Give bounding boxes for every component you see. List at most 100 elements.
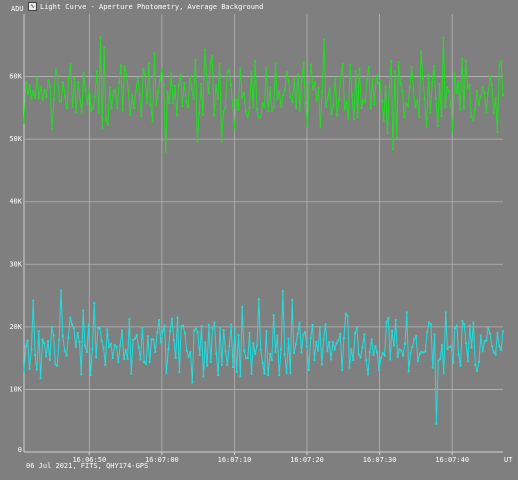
series-0-point <box>446 86 449 89</box>
series-1-point <box>115 345 118 348</box>
series-1-point <box>296 332 299 335</box>
series-1-point <box>272 314 275 316</box>
series-0-point <box>352 118 355 121</box>
series-0-point <box>442 36 445 39</box>
series-1-point <box>487 327 490 330</box>
series-0-point <box>365 78 368 81</box>
series-0-point <box>73 76 76 79</box>
series-0-point <box>207 92 210 95</box>
series-0-point <box>90 109 93 112</box>
series-0-point <box>282 94 285 97</box>
series-1-point <box>444 311 447 314</box>
series-1-point <box>233 327 236 330</box>
series-0-point <box>67 76 70 79</box>
series-0-point <box>356 116 359 119</box>
series-0-point <box>177 84 180 87</box>
x-tick-label: 16:07:20 <box>290 456 324 464</box>
series-1-point <box>117 360 120 363</box>
y-tick-label: 60K <box>9 73 22 81</box>
series-1-point <box>270 359 273 361</box>
series-0-point <box>406 105 409 107</box>
series-0-point <box>470 115 473 118</box>
footer-info: 06 Jul 2021, FITS, QHY174-GPS <box>26 462 149 470</box>
series-0-point <box>257 116 260 119</box>
series-0-point <box>181 105 184 107</box>
series-0-point <box>420 50 422 53</box>
series-1-point <box>429 323 432 326</box>
series-0-point <box>88 86 91 89</box>
series-0-point <box>58 100 61 103</box>
series-1-point <box>326 350 329 353</box>
series-1-point <box>82 309 85 312</box>
series-0-point <box>323 38 326 41</box>
series-0-point <box>379 79 381 82</box>
series-0-point <box>265 67 268 70</box>
series-0-point <box>179 73 182 76</box>
series-1-point <box>333 348 336 351</box>
series-0-point <box>175 114 178 117</box>
series-1-point <box>100 339 103 342</box>
series-1-point <box>23 370 25 373</box>
series-1-point <box>455 324 458 327</box>
series-0-point <box>418 116 421 119</box>
series-1-point <box>228 345 231 348</box>
series-0-point <box>338 98 340 101</box>
series-1-point <box>354 332 356 335</box>
series-0-point <box>397 61 400 64</box>
series-0-point <box>401 90 404 92</box>
series-1-point <box>98 327 101 330</box>
series-1-point <box>84 344 86 347</box>
series-1-point <box>342 337 345 340</box>
series-1-point <box>481 350 484 353</box>
series-1-point <box>304 330 307 333</box>
series-1-point <box>74 345 77 348</box>
series-0-point <box>49 85 52 88</box>
series-1-point <box>254 352 257 355</box>
series-1-point <box>298 321 301 324</box>
series-1-point <box>122 357 125 360</box>
series-0-point <box>369 107 372 110</box>
series-1-point <box>58 339 61 341</box>
series-0-point <box>99 36 102 39</box>
series-0-point <box>170 72 173 75</box>
series-1-point <box>48 359 51 361</box>
series-0-point <box>494 96 497 99</box>
light-curve-app-icon[interactable]: ∿ <box>28 2 37 11</box>
series-0-point <box>164 150 167 153</box>
series-0-point <box>427 73 430 76</box>
series-1-point <box>265 330 268 333</box>
series-1-point <box>470 346 473 349</box>
series-1-point <box>121 329 123 332</box>
series-1-point <box>137 346 140 349</box>
series-1-point <box>145 362 148 365</box>
series-1-point <box>474 364 477 366</box>
series-0-point <box>498 64 501 67</box>
series-0-point <box>26 93 29 96</box>
series-0-point <box>278 91 281 94</box>
series-1-point <box>211 327 214 330</box>
series-1-point <box>411 345 414 348</box>
series-1-point <box>252 342 255 345</box>
series-1-point <box>496 332 499 335</box>
series-0-point <box>190 87 193 90</box>
series-0-point <box>192 97 195 100</box>
series-1-point <box>442 372 445 375</box>
series-1-point <box>232 365 234 368</box>
series-0-point <box>485 111 488 114</box>
series-1-point <box>104 364 107 366</box>
series-0-point <box>283 88 286 91</box>
series-1-point <box>69 316 72 319</box>
series-1-point <box>376 351 379 354</box>
series-0-point <box>116 107 119 110</box>
series-0-point <box>377 82 380 85</box>
series-0-point <box>311 88 314 91</box>
series-0-point <box>287 80 290 82</box>
series-1-point <box>224 350 227 353</box>
series-1-point <box>156 331 159 334</box>
series-1-point <box>378 369 381 371</box>
series-1-point <box>159 341 162 344</box>
series-0-point <box>110 106 113 109</box>
series-0-point <box>375 74 378 77</box>
series-0-point <box>362 98 365 101</box>
series-1-point <box>185 349 188 352</box>
